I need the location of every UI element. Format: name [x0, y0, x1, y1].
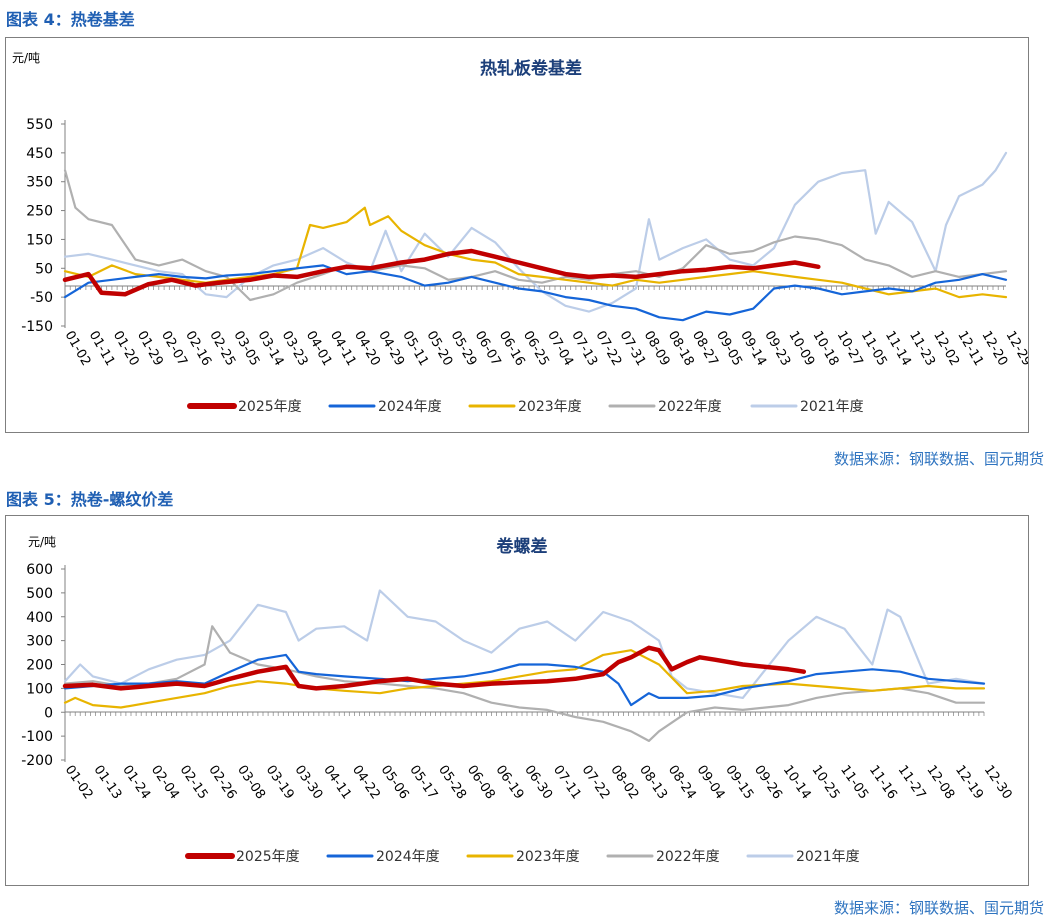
- x-tick-label: 01-13: [90, 763, 124, 803]
- series-line-2021年度: [63, 589, 986, 699]
- x-tick-label: 11-16: [866, 763, 900, 803]
- figure-5-caption: 图表 5：热卷-螺纹价差: [6, 490, 174, 509]
- y-tick-label: -100: [21, 729, 53, 745]
- x-tick-label: 04-11: [320, 763, 354, 803]
- x-tick-label: 05-06: [378, 763, 412, 803]
- x-tick-label: 01-24: [119, 763, 153, 803]
- y-tick-label: 450: [26, 146, 53, 162]
- x-tick-label: 09-04: [694, 763, 728, 803]
- figure-4-caption: 图表 4：热卷基差: [6, 10, 135, 29]
- y-axis: 600 500 400 300 200 100 0 -100 -200: [21, 562, 66, 769]
- plot-area: [62, 589, 986, 742]
- series-line-2024年度: [63, 264, 1008, 322]
- legend-label: 2021年度: [800, 399, 864, 415]
- source-note: 数据来源：钢联数据、国元期货: [833, 899, 1044, 917]
- legend-label: 2023年度: [518, 399, 582, 415]
- y-tick-label: 350: [26, 175, 53, 191]
- chart-panel-spread: 卷螺差 元/吨 600 500 400 300 200 100 0 -100 -200 01-0…: [5, 515, 1029, 886]
- x-tick-label: 07-11: [550, 763, 584, 803]
- source-note: 数据来源：钢联数据、国元期货: [833, 450, 1044, 468]
- x-tick-label: 05-28: [435, 763, 469, 803]
- x-tick-label: 02-15: [177, 763, 211, 803]
- x-tick-label: 12-30: [981, 763, 1015, 803]
- legend-label: 2024年度: [376, 849, 440, 865]
- x-tick-label: 08-02: [607, 763, 641, 803]
- x-tick-label: 10-25: [808, 763, 842, 803]
- y-tick-label: -50: [30, 290, 53, 306]
- legend-label: 2022年度: [658, 399, 722, 415]
- x-tick-label: 08-24: [665, 763, 699, 803]
- y-axis-unit: 元/吨: [28, 535, 56, 549]
- chart-svg-basis: 热轧板卷基差 元/吨 550 450 350 250 150 50 -50 -150 01-0…: [12, 51, 1028, 415]
- x-tick-label: 03-19: [263, 763, 297, 803]
- y-tick-label: 100: [26, 681, 53, 697]
- chart-title: 卷螺差: [496, 536, 548, 557]
- x-tick-label: 11-27: [895, 763, 929, 803]
- y-tick-label: 550: [26, 117, 53, 133]
- legend-label: 2023年度: [516, 849, 580, 865]
- y-tick-label: 250: [26, 204, 53, 220]
- series-line-2022年度: [63, 625, 986, 742]
- x-tick-marks: [64, 712, 985, 716]
- legend-label: 2024年度: [378, 399, 442, 415]
- x-tick-label: 07-22: [579, 763, 613, 803]
- x-tick-label: 08-13: [636, 763, 670, 803]
- y-axis: 550 450 350 250 150 50 -50 -150: [21, 117, 66, 335]
- x-tick-label: 02-26: [205, 763, 239, 803]
- x-tick-label: 09-26: [751, 763, 785, 803]
- legend-label: 2021年度: [796, 849, 860, 865]
- x-tick-label: 09-15: [722, 763, 756, 803]
- y-tick-label: 50: [35, 261, 53, 277]
- y-tick-label: 400: [26, 610, 53, 626]
- y-tick-label: 200: [26, 658, 53, 674]
- series-line-2022年度: [63, 169, 1008, 302]
- y-tick-label: 300: [26, 634, 53, 650]
- series-line-2023年度: [63, 649, 986, 709]
- x-tick-label: 12-19: [952, 763, 986, 803]
- series-line-2024年度: [63, 653, 986, 707]
- x-tick-label: 06-30: [521, 763, 555, 803]
- legend-label: 2025年度: [236, 849, 300, 865]
- x-tick-label: 02-04: [148, 763, 182, 803]
- x-tick-marks: [64, 286, 1004, 290]
- x-axis: 01-0201-1101-2001-2902-0702-1602-2503-05…: [62, 285, 1028, 369]
- legend: 2025年度 2024年度 2023年度 2022年度 2021年度: [185, 849, 860, 865]
- legend-label: 2022年度: [656, 849, 720, 865]
- x-tick-label: 03-08: [234, 763, 268, 803]
- y-tick-label: -150: [21, 319, 53, 335]
- y-tick-label: 600: [26, 562, 53, 578]
- x-tick-label: 12-08: [923, 763, 957, 803]
- x-tick-label: 05-17: [406, 763, 440, 803]
- y-tick-label: -200: [21, 753, 53, 769]
- series-line-2025年度: [62, 248, 821, 297]
- legend: 2025年度 2024年度 2023年度 2022年度 2021年度: [187, 399, 864, 415]
- x-tick-label: 03-30: [291, 763, 325, 803]
- plot-area: [62, 151, 1008, 322]
- y-tick-label: 500: [26, 586, 53, 602]
- x-tick-label: 06-19: [493, 763, 527, 803]
- x-tick-label: 01-02: [62, 763, 96, 803]
- x-axis: 01-0201-1301-2402-0402-1502-2603-0803-19…: [62, 711, 1015, 803]
- chart-title: 热轧板卷基差: [480, 58, 582, 79]
- x-tick-label: 04-22: [349, 763, 383, 803]
- chart-panel-basis: 热轧板卷基差 元/吨 550 450 350 250 150 50 -50 -150 01-0…: [5, 37, 1029, 433]
- chart-svg-spread: 卷螺差 元/吨 600 500 400 300 200 100 0 -100 -200 01-0…: [21, 535, 1015, 865]
- y-axis-unit: 元/吨: [12, 51, 40, 65]
- x-tick-label: 06-08: [464, 763, 498, 803]
- x-tick-label: 11-05: [837, 763, 871, 803]
- x-tick-label: 10-14: [780, 763, 814, 803]
- y-tick-label: 150: [26, 232, 53, 248]
- y-tick-label: 0: [44, 705, 53, 721]
- series-line-2025年度: [62, 645, 807, 691]
- legend-label: 2025年度: [238, 399, 302, 415]
